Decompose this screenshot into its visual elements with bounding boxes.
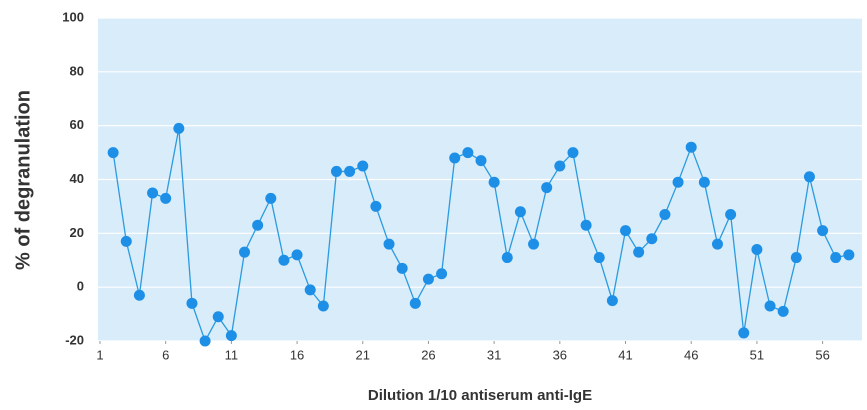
data-point bbox=[317, 300, 329, 312]
data-point bbox=[659, 208, 671, 220]
x-tick-label: 31 bbox=[487, 347, 501, 362]
data-point bbox=[790, 252, 802, 264]
data-point bbox=[711, 238, 723, 250]
x-tick-label: 16 bbox=[290, 347, 304, 362]
data-point bbox=[278, 254, 290, 266]
data-point bbox=[817, 225, 829, 237]
data-point bbox=[120, 235, 132, 247]
y-tick-label: 20 bbox=[70, 225, 84, 240]
data-point bbox=[685, 141, 697, 153]
data-point bbox=[252, 219, 264, 231]
data-point bbox=[225, 330, 237, 342]
data-point bbox=[738, 327, 750, 339]
data-point bbox=[160, 192, 172, 204]
x-tick-label: 11 bbox=[225, 347, 239, 362]
y-tick-label: -20 bbox=[65, 332, 84, 347]
data-point bbox=[554, 160, 566, 172]
data-point bbox=[357, 160, 369, 172]
data-point bbox=[830, 252, 842, 264]
data-point bbox=[777, 305, 789, 317]
data-point bbox=[436, 268, 448, 280]
data-point bbox=[843, 249, 855, 261]
data-point bbox=[606, 295, 618, 307]
data-point bbox=[514, 206, 526, 218]
data-point bbox=[646, 233, 658, 245]
data-point bbox=[107, 147, 119, 159]
data-point bbox=[396, 262, 408, 274]
data-point bbox=[501, 252, 513, 264]
y-tick-label: 0 bbox=[77, 279, 84, 294]
y-tick-label: 40 bbox=[70, 171, 84, 186]
data-point bbox=[541, 182, 553, 194]
x-tick-label: 51 bbox=[750, 347, 764, 362]
y-tick-label: 60 bbox=[70, 117, 84, 132]
y-axis-title: % of degranulation bbox=[12, 90, 34, 270]
x-axis-title: Dilution 1/10 antiserum anti-IgE bbox=[368, 387, 592, 404]
data-point bbox=[422, 273, 434, 285]
data-point bbox=[462, 147, 474, 159]
data-point bbox=[133, 289, 145, 301]
data-point bbox=[698, 176, 710, 188]
x-tick-label: 41 bbox=[618, 347, 632, 362]
data-point bbox=[409, 297, 421, 309]
data-point bbox=[147, 187, 159, 199]
data-point bbox=[567, 147, 579, 159]
data-point bbox=[212, 311, 224, 323]
data-point bbox=[633, 246, 645, 258]
data-point bbox=[751, 243, 763, 255]
data-point bbox=[304, 284, 316, 296]
x-tick-label: 46 bbox=[684, 347, 698, 362]
data-point bbox=[803, 171, 815, 183]
data-point bbox=[593, 252, 605, 264]
x-tick-label: 6 bbox=[162, 347, 169, 362]
x-tick-label: 36 bbox=[553, 347, 567, 362]
x-tick-label: 21 bbox=[356, 347, 370, 362]
data-point bbox=[528, 238, 540, 250]
data-point bbox=[173, 122, 185, 134]
data-point bbox=[672, 176, 684, 188]
data-point bbox=[383, 238, 395, 250]
data-point bbox=[265, 192, 277, 204]
data-point bbox=[370, 200, 382, 212]
data-point bbox=[344, 165, 356, 177]
data-point bbox=[475, 155, 487, 167]
data-point bbox=[239, 246, 251, 258]
x-tick-label: 26 bbox=[421, 347, 435, 362]
data-point bbox=[199, 335, 211, 347]
y-tick-label: 80 bbox=[70, 63, 84, 78]
data-point bbox=[488, 176, 500, 188]
y-tick-label: 100 bbox=[62, 9, 84, 24]
data-point bbox=[186, 297, 198, 309]
data-point bbox=[330, 165, 342, 177]
data-point bbox=[291, 249, 303, 261]
data-point bbox=[620, 225, 632, 237]
data-point bbox=[580, 219, 592, 231]
x-tick-label: 56 bbox=[815, 347, 829, 362]
data-point bbox=[449, 152, 461, 164]
data-point bbox=[725, 208, 737, 220]
x-tick-label: 1 bbox=[96, 347, 103, 362]
data-point bbox=[764, 300, 776, 312]
